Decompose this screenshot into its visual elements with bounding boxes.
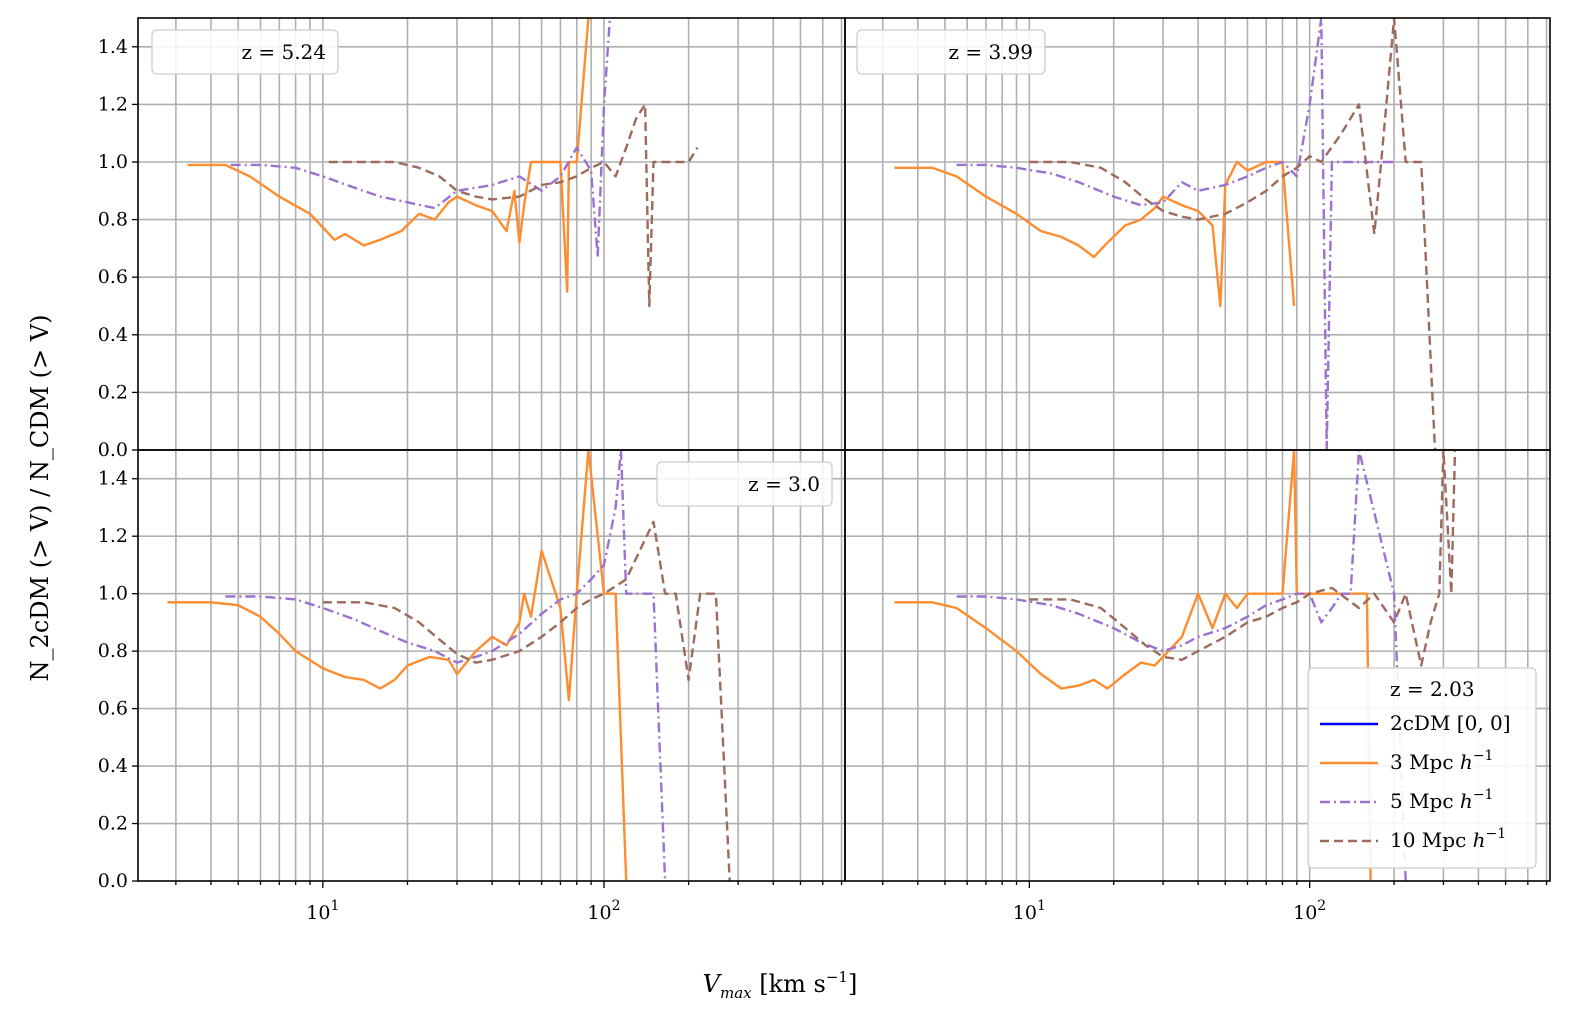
series-line-3 [1029,18,1437,450]
x-tick-label: 101 [1013,898,1046,924]
x-tick-label: 102 [587,898,620,924]
series-line-3 [322,520,731,881]
legend-label-3: 5 Mpc h−1 [1390,787,1493,813]
grid [845,18,1550,450]
series-line-2 [230,18,612,259]
y-tick-label: 0.4 [98,324,128,346]
panel-title: z = 3.99 [948,40,1033,64]
series-line-1 [894,450,1372,881]
series-line-3 [1029,450,1457,667]
y-tick-label: 0.8 [98,209,128,231]
series-group [894,18,1437,450]
series-line-2 [956,450,1407,881]
panel-2: z = 3.99 [844,17,1551,451]
x-axis-title-unit-sup: −1 [826,968,848,986]
legend-title: z = 2.03 [1390,677,1475,701]
y-tick-label: 1.4 [98,468,128,490]
y-tick-label: 0.6 [98,266,128,288]
y-tick-label: 1.2 [98,93,128,115]
grid [845,450,1550,881]
series-line-2 [956,18,1395,450]
y-axis-title: N_2cDM (> V) / N_CDM (> V) [26,315,54,682]
grid [138,18,845,450]
y-tick-label: 0.6 [98,698,128,720]
legend-label-4: 10 Mpc h−1 [1390,826,1506,852]
series-line-1 [187,18,590,293]
panel-title-box [856,29,1046,75]
panel-title-box [151,29,339,75]
legend-box [1307,667,1537,869]
panel-title: z = 3.0 [748,472,820,496]
x-axis-title-unit: [km s [752,970,826,998]
panel-3: 0.0 0.2 0.4 0.6 0.8 1.0 1.2 1.4 101 102 z = 3.0 [98,449,846,924]
y-tick-label: 1.0 [98,583,128,605]
panel-4: 101 102 [844,449,1551,924]
x-axis-title-sub: max [720,984,752,1002]
y-tick-label: 1.4 [98,36,128,58]
series-line-2 [225,450,667,881]
y-tick-label: 0.2 [98,813,128,835]
x-axis-title-main: V [703,970,723,998]
x-tick-label: 101 [306,898,339,924]
x-axis-title: Vmax [km s−1] [703,968,858,1002]
grid [138,450,845,881]
series-group [894,450,1457,881]
legend-label-1: 2cDM [0, 0] [1390,711,1511,735]
panel-1: 0.0 0.2 0.4 0.6 0.8 1.0 1.2 1.4 z = 5.24 [98,17,846,461]
y-tick-label: 1.2 [98,525,128,547]
panel-title: z = 5.24 [241,40,326,64]
series-line-1 [167,450,628,881]
series-group [187,18,699,308]
y-tick-label: 0.2 [98,381,128,403]
y-tick-label: 1.0 [98,151,128,173]
series-group [167,450,731,881]
y-tick-label: 0.0 [98,870,128,892]
panel-frame [844,449,1551,882]
y-tick-label: 0.4 [98,755,128,777]
panel-title-box [656,461,833,507]
y-tick-label: 0.0 [98,439,128,461]
x-axis-title-unit-close: ] [848,970,857,998]
legend-label-2: 3 Mpc h−1 [1390,748,1493,774]
panels-layer: 0.0 0.2 0.4 0.6 0.8 1.0 1.2 1.4 z = 5.24 z = 3.99… [98,17,1551,924]
x-tick-label: 102 [1293,898,1326,924]
series-line-1 [894,160,1296,308]
legend: z = 2.03 2cDM [0, 0] 3 Mpc h−1 5 Mpc h−1 10 … [1307,667,1537,869]
series-line-3 [328,103,699,308]
y-tick-label: 0.8 [98,640,128,662]
